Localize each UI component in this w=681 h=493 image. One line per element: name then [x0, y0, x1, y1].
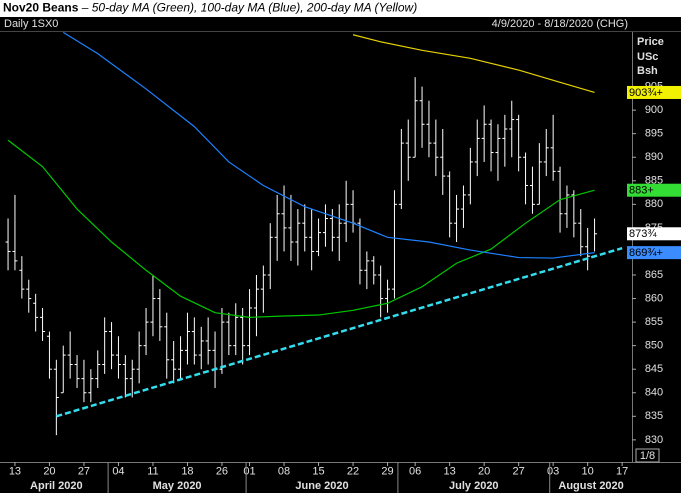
x-tick-label: 13 [444, 465, 456, 477]
tick-size-label[interactable]: 1/8 [640, 450, 655, 462]
y-tick-label: 840 [645, 387, 663, 399]
y-tick-label: 890 [645, 151, 663, 163]
x-tick-label: 26 [216, 465, 228, 477]
x-tick-label: 13 [9, 465, 21, 477]
x-tick-label: 20 [478, 465, 490, 477]
axis-header: Bsh [637, 65, 658, 77]
price-box-label: 883+ [629, 185, 654, 197]
x-tick-label: 18 [181, 465, 193, 477]
x-tick-label: 22 [347, 465, 359, 477]
moving-average-line [7, 139, 595, 318]
axis-header: Price [637, 36, 664, 48]
y-tick-label: 855 [645, 316, 663, 328]
chart-subtitle: – 50-day MA (Green), 100-day MA (Blue), … [81, 1, 417, 15]
title-band [0, 0, 681, 17]
x-tick-label: 01 [243, 465, 255, 477]
month-label: June 2020 [295, 480, 348, 492]
x-tick-label: 10 [582, 465, 594, 477]
y-tick-label: 900 [645, 104, 663, 116]
month-label: August 2020 [558, 480, 623, 492]
y-tick-label: 865 [645, 269, 663, 281]
x-tick-label: 04 [112, 465, 124, 477]
y-tick-label: 835 [645, 410, 663, 422]
x-tick-label: 27 [78, 465, 90, 477]
price-box [627, 246, 681, 260]
y-tick-label: 885 [645, 175, 663, 187]
price-box [627, 227, 681, 241]
axis-header: USc [637, 51, 658, 63]
y-tick-label: 845 [645, 363, 663, 375]
x-tick-label: 17 [616, 465, 628, 477]
trendline [55, 246, 623, 418]
date-range: 4/9/2020 - 8/18/2020 (CHG) [492, 18, 628, 30]
month-label: July 2020 [449, 480, 499, 492]
x-tick-label: 08 [278, 465, 290, 477]
price-box-label: 873¾ [629, 228, 657, 240]
y-tick-label: 895 [645, 128, 663, 140]
x-tick-label: 15 [312, 465, 324, 477]
month-label: May 2020 [153, 480, 202, 492]
y-tick-label: 850 [645, 340, 663, 352]
x-tick-label: 27 [513, 465, 525, 477]
chart-title: Nov20 Beans [3, 1, 79, 15]
moving-average-line [62, 31, 595, 259]
chart-title-line: Nov20 Beans – 50-day MA (Green), 100-day… [3, 1, 417, 15]
y-tick-label: 830 [645, 434, 663, 446]
chart-background [0, 17, 681, 493]
y-tick-label: 860 [645, 292, 663, 304]
x-tick-label: 06 [409, 465, 421, 477]
x-tick-label: 03 [547, 465, 559, 477]
month-label: April 2020 [30, 480, 83, 492]
moving-average-line [352, 34, 595, 94]
price-box [627, 183, 681, 197]
tick-size-button[interactable] [635, 448, 660, 463]
price-box-label: 869¾+ [629, 247, 663, 259]
x-tick-label: 20 [43, 465, 55, 477]
x-tick-label: 29 [381, 465, 393, 477]
price-box [627, 85, 681, 99]
y-tick-label: 880 [645, 198, 663, 210]
price-box-label: 903¾+ [629, 87, 663, 99]
x-tick-label: 11 [147, 465, 158, 477]
symbol-label: Daily 1SX0 [4, 18, 58, 30]
